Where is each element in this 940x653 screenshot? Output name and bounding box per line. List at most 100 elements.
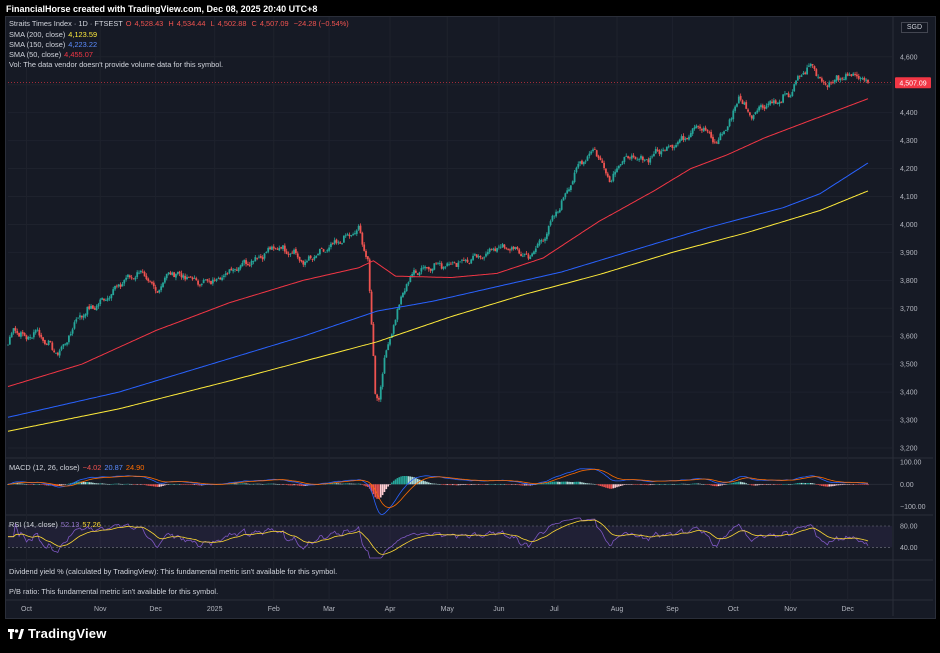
macd-histogram-bar: [741, 482, 744, 485]
macd-histogram-bar: [243, 483, 246, 485]
candle-body: [856, 74, 858, 77]
candle-body: [55, 352, 57, 354]
macd-histogram-bar: [747, 483, 749, 485]
candle-body: [498, 246, 500, 248]
candle-body: [31, 337, 33, 339]
macd-histogram-bar: [394, 479, 397, 485]
candle-body: [603, 162, 605, 169]
sma50-legend: SMA (50, close) 4,455.07: [9, 50, 96, 59]
candle-body: [326, 250, 329, 252]
candle-body: [677, 142, 679, 145]
macd-histogram-bar: [734, 482, 736, 485]
macd-histogram-bar: [512, 484, 515, 485]
macd-histogram-bar: [568, 481, 570, 485]
macd-histogram-bar: [845, 484, 847, 485]
candle-body: [815, 69, 818, 76]
macd-histogram-bar: [343, 483, 345, 485]
candle-body: [861, 78, 864, 80]
candle-body: [741, 100, 744, 104]
low-label: L: [210, 19, 215, 28]
candle-body: [461, 259, 463, 261]
candle-body: [837, 75, 840, 80]
candle-body: [844, 74, 847, 80]
macd-histogram-bar: [188, 484, 190, 485]
candle-body: [169, 272, 172, 275]
candle-body: [389, 338, 391, 345]
candle-body: [195, 278, 198, 281]
macd-histogram-bar: [165, 484, 168, 485]
candle-body: [601, 160, 604, 163]
macd-histogram-bar: [697, 483, 700, 485]
candle-body: [202, 280, 205, 284]
macd-histogram-bar: [750, 484, 753, 486]
candle-body: [442, 267, 445, 269]
macd-histogram-bar: [595, 484, 598, 485]
candle-body: [311, 258, 314, 260]
macd-histogram-bar: [608, 484, 611, 489]
candle-body: [228, 269, 231, 273]
candle-body: [520, 254, 522, 257]
macd-histogram-bar: [53, 484, 55, 486]
candle-body: [702, 128, 705, 132]
candle-body: [210, 280, 212, 285]
macd-histogram-bar: [176, 484, 179, 485]
candle-body: [49, 341, 52, 343]
candle-body: [147, 278, 150, 282]
candle-body: [16, 331, 19, 334]
sma200-line: [7, 190, 869, 432]
currency-badge[interactable]: SGD: [900, 22, 928, 33]
candle-body: [199, 284, 201, 286]
macd-histogram-bar: [193, 484, 196, 485]
candle-body: [298, 256, 301, 261]
candle-body: [804, 72, 807, 74]
candle-body: [387, 344, 390, 350]
macd-histogram-bar: [850, 484, 853, 485]
candle-body: [514, 247, 517, 249]
candle-body: [627, 156, 629, 158]
candle-body: [180, 273, 183, 278]
macd-histogram-bar: [498, 484, 500, 485]
macd-histogram-bar: [326, 483, 329, 485]
macd-histogram-bar: [302, 484, 305, 487]
candle-body: [186, 277, 188, 280]
tradingview-brand[interactable]: TradingView: [8, 626, 107, 641]
candle-body: [675, 144, 677, 148]
candle-body: [300, 260, 303, 262]
candle-body: [143, 272, 146, 277]
candle-body: [254, 257, 257, 262]
candle-body: [658, 150, 661, 154]
macd-histogram-bar: [370, 484, 373, 492]
candle-body: [21, 332, 24, 334]
candle-body: [304, 262, 307, 266]
macd-histogram-bar: [123, 483, 126, 485]
candle-body: [780, 101, 783, 103]
macd-histogram-bar: [446, 484, 449, 486]
macd-histogram-bar: [156, 484, 159, 487]
candle-body: [640, 155, 642, 159]
candle-body: [115, 285, 118, 287]
candle-body: [782, 94, 785, 103]
macd-histogram-bar: [579, 481, 581, 485]
candle-body: [258, 256, 260, 258]
macd-histogram-bar: [282, 484, 284, 485]
macd-histogram-bar: [811, 483, 814, 485]
macd-histogram-bar: [420, 480, 423, 485]
candle-body: [732, 110, 735, 120]
candle-body: [318, 249, 321, 255]
macd-histogram-bar: [427, 482, 430, 485]
candle-body: [588, 153, 591, 157]
candle-body: [678, 139, 681, 143]
candle-body: [641, 156, 644, 161]
macd-histogram-bar: [726, 484, 729, 485]
candle-body: [743, 102, 746, 105]
rsi-tick-label: 80.00: [900, 524, 918, 531]
candle-body: [448, 263, 450, 265]
last-price-badge: [895, 77, 931, 89]
candle-body: [536, 244, 539, 248]
candle-body: [433, 263, 436, 270]
candle-body: [617, 165, 620, 169]
candle-body: [114, 285, 116, 290]
candle-body: [673, 147, 676, 149]
macd-histogram-bar: [437, 483, 439, 485]
